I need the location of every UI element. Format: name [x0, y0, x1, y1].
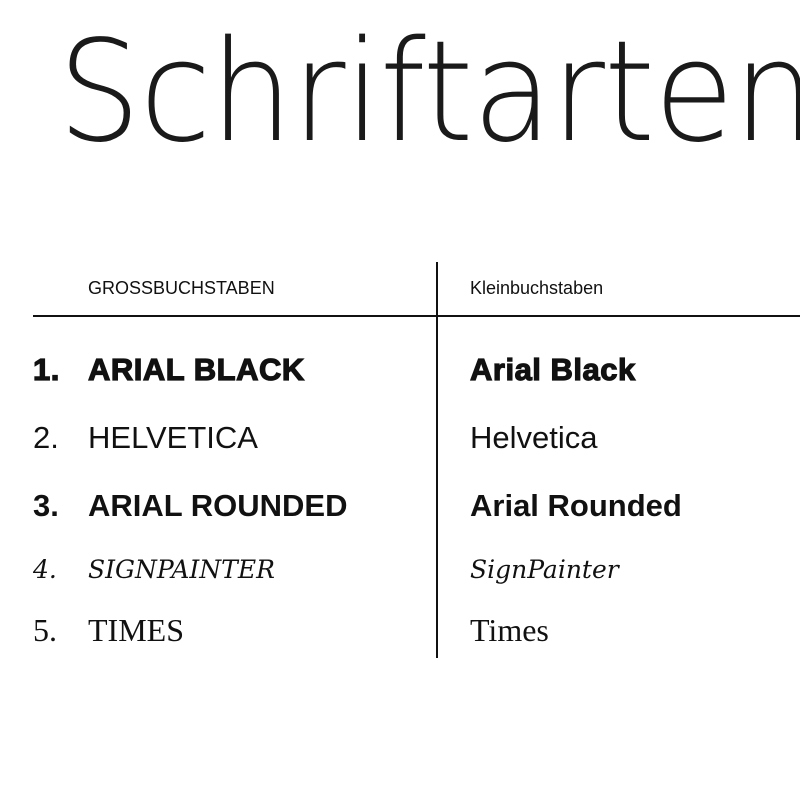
row-number: 5.: [33, 612, 57, 648]
header-uppercase: GROSSBUCHSTABEN: [88, 278, 275, 298]
page-title: Schriftarten: [58, 11, 800, 174]
lowercase-sample: Arial Black: [469, 351, 636, 387]
uppercase-sample: SIGNPAINTER: [88, 555, 275, 584]
lowercase-sample: Arial Rounded: [470, 488, 682, 523]
font-row-signpainter: 4. SIGNPAINTER SignPainter: [0, 545, 800, 595]
uppercase-sample: TIMES: [88, 612, 184, 648]
uppercase-sample: ARIAL BLACK: [87, 351, 305, 387]
font-row-times: 5. TIMES Times: [0, 605, 800, 655]
lowercase-sample: Helvetica: [470, 420, 598, 455]
uppercase-sample: ARIAL ROUNDED: [88, 488, 348, 523]
lowercase-sample: Times: [470, 612, 549, 648]
lowercase-sample: SignPainter: [470, 555, 619, 584]
horizontal-divider: [33, 315, 800, 317]
row-number: 4.: [33, 555, 57, 584]
font-row-arial-black: 1. ARIAL BLACK Arial Black: [0, 345, 800, 395]
font-row-helvetica: 2. HELVETICA Helvetica: [0, 413, 800, 463]
row-number: 3.: [33, 488, 59, 523]
header-lowercase: Kleinbuchstaben: [470, 278, 604, 298]
row-number: 1.: [32, 351, 60, 387]
uppercase-sample: HELVETICA: [88, 420, 258, 455]
font-row-arial-rounded: 3. ARIAL ROUNDED Arial Rounded: [0, 481, 800, 531]
row-number: 2.: [33, 420, 59, 455]
vertical-divider: [436, 262, 438, 658]
